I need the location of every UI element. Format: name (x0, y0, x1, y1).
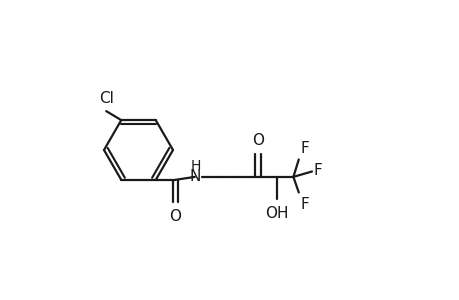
Text: OH: OH (264, 206, 288, 221)
Text: F: F (313, 164, 322, 178)
Text: Cl: Cl (99, 91, 113, 106)
Text: F: F (300, 197, 308, 212)
Text: N: N (189, 169, 200, 184)
Text: O: O (252, 133, 263, 148)
Text: H: H (190, 159, 200, 173)
Text: F: F (300, 141, 308, 156)
Text: O: O (169, 209, 181, 224)
